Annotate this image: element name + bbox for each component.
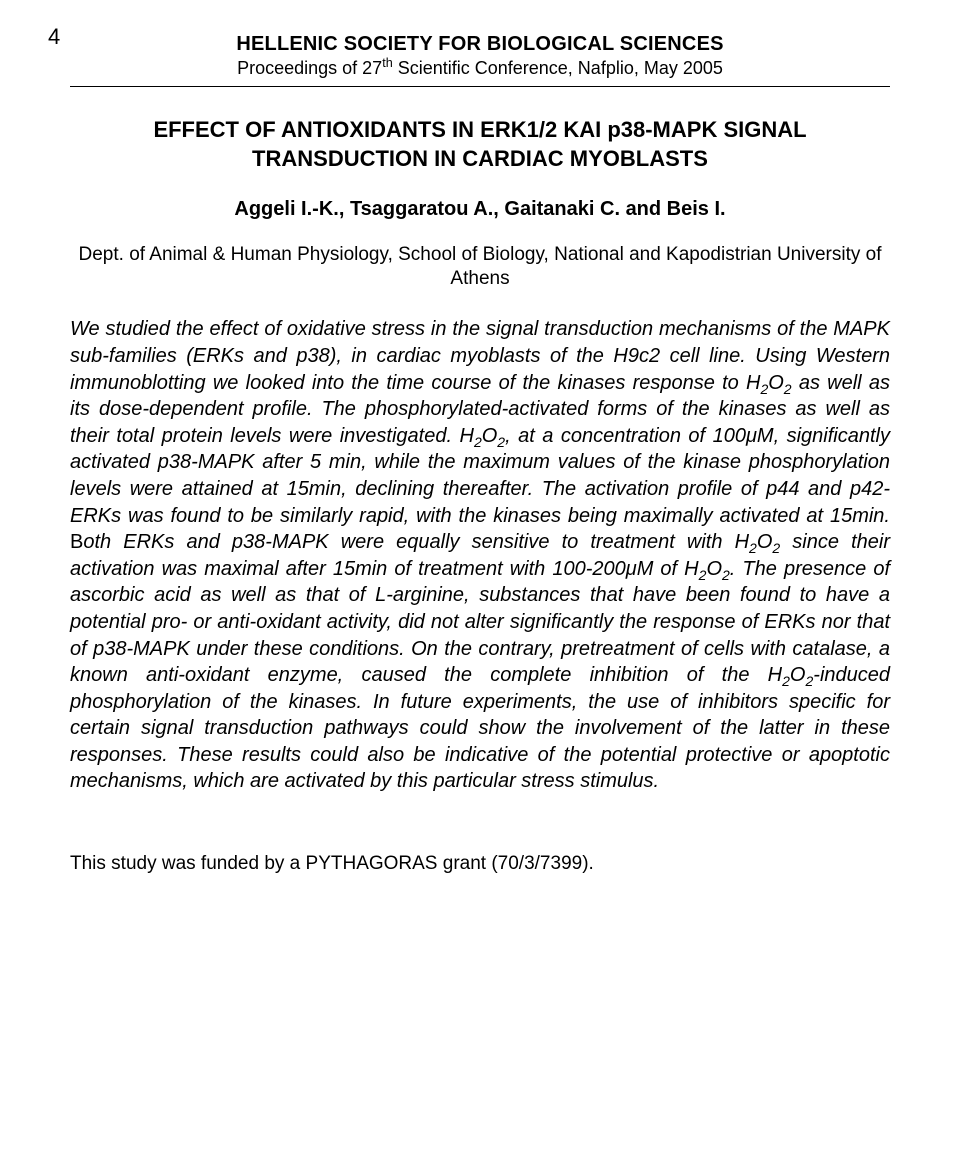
page-number: 4 [48, 24, 60, 50]
running-head-sub-post: Scientific Conference, Nafplio, May 2005 [393, 58, 723, 78]
funding-note: This study was funded by a PYTHAGORAS gr… [70, 853, 890, 875]
running-head-subtitle: Proceedings of 27th Scientific Conferenc… [70, 57, 890, 80]
running-head-sub-sup: th [382, 56, 393, 70]
authors: Aggeli I.-K., Tsaggaratou A., Gaitanaki … [70, 198, 890, 221]
article-title: EFFECT OF ANTIOXIDANTS IN ERK1/2 KAI p38… [70, 115, 890, 174]
abstract-body: We studied the effect of oxidative stres… [70, 316, 890, 795]
affiliation: Dept. of Animal & Human Physiology, Scho… [70, 243, 890, 291]
running-head-title: HELLENIC SOCIETY FOR BIOLOGICAL SCIENCES [70, 32, 890, 57]
running-head: HELLENIC SOCIETY FOR BIOLOGICAL SCIENCES… [70, 32, 890, 80]
page: 4 HELLENIC SOCIETY FOR BIOLOGICAL SCIENC… [0, 0, 960, 1152]
header-rule [70, 86, 890, 87]
running-head-sub-pre: Proceedings of 27 [237, 58, 382, 78]
